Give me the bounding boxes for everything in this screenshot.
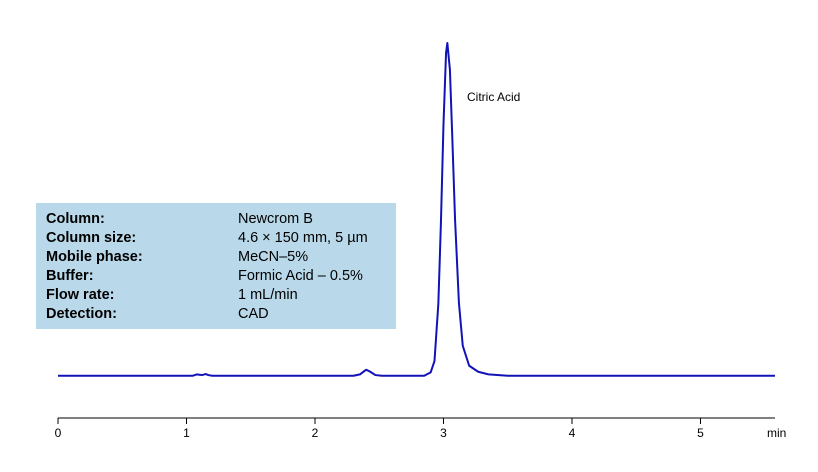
x-tick-label: 4 <box>569 426 576 440</box>
conditions-box: Column: Newcrom B Column size: 4.6 × 150 mm… <box>36 203 396 329</box>
peak-label: Citric Acid <box>467 90 520 104</box>
x-tick-label: 3 <box>440 426 447 440</box>
condition-label: Detection: <box>46 306 117 322</box>
x-tick-label: 1 <box>183 426 190 440</box>
condition-label: Column: <box>46 211 105 227</box>
condition-value: 4.6 × 150 mm, 5 µm <box>238 230 368 246</box>
condition-label: Column size: <box>46 230 137 246</box>
trace <box>58 42 775 377</box>
condition-label: Buffer: <box>46 268 94 284</box>
x-unit: min <box>767 426 786 440</box>
condition-value: MeCN–5% <box>238 249 309 265</box>
condition-value: Newcrom B <box>238 211 313 227</box>
x-tick-label: 5 <box>697 426 704 440</box>
x-tick-label: 2 <box>312 426 319 440</box>
x-tick-label: 0 <box>55 426 62 440</box>
condition-label: Mobile phase: <box>46 249 143 265</box>
condition-value: Formic Acid – 0.5% <box>238 268 363 284</box>
condition-value: CAD <box>238 306 269 322</box>
condition-label: Flow rate: <box>46 287 115 303</box>
condition-value: 1 mL/min <box>238 287 298 303</box>
